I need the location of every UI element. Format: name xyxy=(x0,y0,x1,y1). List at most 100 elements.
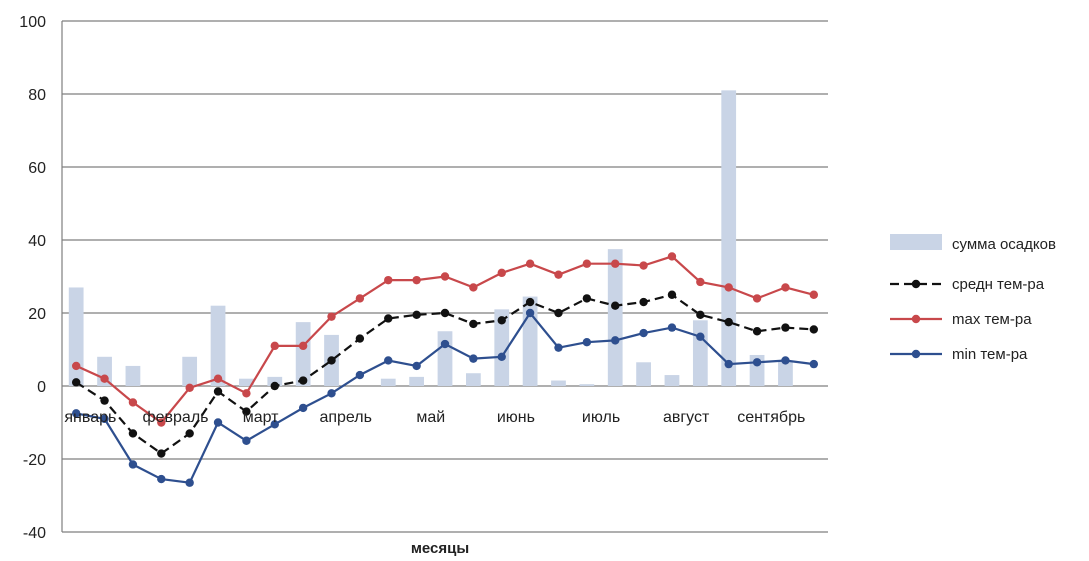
data-point xyxy=(213,387,223,396)
month-label: февраль xyxy=(142,409,208,426)
data-point xyxy=(696,332,705,341)
data-point xyxy=(781,356,790,365)
precipitation-bar xyxy=(607,249,623,386)
data-point xyxy=(412,361,421,371)
data-point xyxy=(469,354,478,363)
data-point xyxy=(128,398,138,407)
y-tick-label: -20 xyxy=(23,452,46,469)
data-point xyxy=(667,252,677,261)
precipitation-bar xyxy=(551,380,566,386)
legend: сумма осадков средн тем-ра max тем-ра min т… xyxy=(890,234,1056,363)
data-point xyxy=(582,338,592,347)
month-label: июнь xyxy=(497,409,535,426)
data-point xyxy=(809,290,819,299)
data-point xyxy=(667,323,677,332)
data-point xyxy=(412,310,421,320)
month-label: апрель xyxy=(319,409,372,426)
data-point xyxy=(611,301,620,310)
data-point xyxy=(100,396,109,405)
month-label: июль xyxy=(582,409,620,426)
data-point xyxy=(71,361,81,371)
data-point xyxy=(554,343,563,352)
y-tick-label: 0 xyxy=(37,379,46,396)
precipitation-bar xyxy=(409,376,425,386)
data-point xyxy=(327,389,336,398)
precipitation-bar xyxy=(295,322,311,386)
data-point xyxy=(355,334,365,343)
legend-marker xyxy=(911,314,921,324)
data-point xyxy=(384,356,393,365)
data-point xyxy=(440,272,450,281)
data-point xyxy=(355,370,365,380)
month-label: май xyxy=(416,409,445,426)
precipitation-bar xyxy=(210,305,226,386)
data-point xyxy=(412,275,421,285)
data-point xyxy=(327,312,336,321)
data-point xyxy=(157,449,166,458)
precipitation-bar xyxy=(125,365,141,386)
data-point xyxy=(128,460,138,469)
legend-marker xyxy=(911,349,921,359)
data-point xyxy=(667,290,677,299)
data-point xyxy=(242,436,251,445)
precipitation-bar xyxy=(494,309,510,386)
y-axis-ticks: -40 -20 0 20 40 60 80 100 xyxy=(19,14,46,542)
data-point xyxy=(639,297,648,307)
data-point xyxy=(611,336,620,345)
data-point xyxy=(724,283,733,292)
data-point xyxy=(752,358,762,367)
data-point xyxy=(639,328,648,338)
data-point xyxy=(157,418,166,427)
precipitation-bar xyxy=(465,373,481,386)
y-tick-label: 60 xyxy=(28,160,46,177)
data-point xyxy=(185,478,194,487)
legend-swatch xyxy=(890,234,942,250)
temperature-lines xyxy=(71,252,819,487)
data-point xyxy=(71,409,81,418)
x-axis-month-labels: январь февраль март апрель май июнь июль август… xyxy=(64,409,805,426)
data-point xyxy=(752,327,762,336)
data-point xyxy=(639,261,648,270)
month-label: август xyxy=(663,409,710,426)
precipitation-bar xyxy=(579,384,595,386)
data-point xyxy=(355,294,365,303)
y-tick-label: 100 xyxy=(19,14,46,31)
data-point xyxy=(724,317,733,327)
precipitation-bars xyxy=(68,90,793,386)
legend-label: min тем-ра xyxy=(952,346,1028,363)
y-tick-label: 80 xyxy=(28,87,46,104)
data-point xyxy=(440,339,450,349)
data-point xyxy=(525,297,535,307)
precipitation-bar xyxy=(437,331,453,386)
data-point xyxy=(213,374,223,383)
data-point xyxy=(384,314,393,323)
precipitation-bar xyxy=(267,376,283,386)
legend-label: средн тем-ра xyxy=(952,276,1045,293)
data-point xyxy=(809,359,819,369)
data-point xyxy=(327,356,336,365)
data-point xyxy=(554,270,563,279)
data-point xyxy=(270,341,279,351)
precipitation-bar xyxy=(239,378,254,386)
data-point xyxy=(809,325,819,334)
month-label: март xyxy=(243,409,279,426)
precipitation-bar xyxy=(664,375,680,386)
precipitation-bar xyxy=(778,360,793,386)
precipitation-bar xyxy=(721,90,737,386)
data-point xyxy=(384,275,393,285)
legend-marker xyxy=(911,279,921,289)
data-point xyxy=(611,259,620,268)
data-point xyxy=(298,376,308,385)
precipitation-bar xyxy=(692,320,708,386)
precipitation-bar xyxy=(380,378,396,386)
data-point xyxy=(157,474,166,484)
data-point xyxy=(71,378,81,387)
precipitation-bar xyxy=(636,362,651,386)
data-point xyxy=(185,383,194,393)
data-point xyxy=(752,294,762,303)
data-point xyxy=(270,420,279,429)
data-point xyxy=(497,316,506,325)
data-point xyxy=(554,308,563,318)
data-point xyxy=(781,323,790,332)
data-point xyxy=(469,283,478,292)
